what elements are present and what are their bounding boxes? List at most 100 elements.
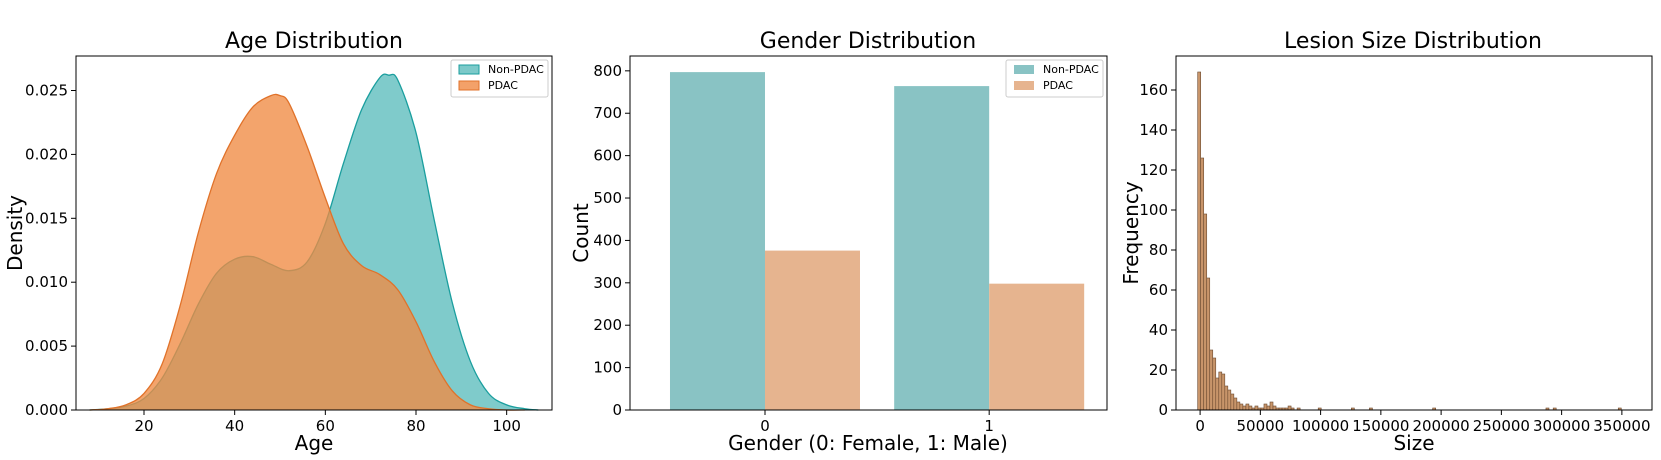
x-axis-label: Age [295,431,334,455]
x-tick-label: 1 [984,417,994,435]
chart-title: Lesion Size Distribution [1284,29,1542,54]
histogram-bar [1272,405,1277,411]
legend-label-non-pdac: Non-PDAC [1043,63,1099,76]
legend-swatch-pdac [1014,81,1034,90]
y-tick-label: 60 [1149,281,1168,299]
plot-area [89,73,539,411]
histogram-bar [1227,389,1232,411]
y-tick-label: 120 [1139,161,1168,179]
y-tick-label: 0 [612,401,622,419]
x-ticks: 20 40 60 80 100 [134,410,521,435]
y-tick-label: 0.010 [25,273,68,291]
histogram-bar [1200,157,1205,411]
x-tick-label: 0 [1195,417,1205,435]
legend-label-pdac: PDAC [488,79,518,92]
x-tick-label: 250000 [1473,417,1530,435]
x-tick-label: 60 [316,417,335,435]
x-ticks: 0 50000 100000 150000 200000 250000 300000 3500… [1195,410,1651,435]
series-area-pdac [89,94,525,411]
y-tick-label: 300 [593,274,622,292]
y-tick-label: 400 [593,231,622,249]
x-axis-label: Size [1393,431,1434,455]
histogram-bar [1221,373,1226,411]
histogram-bar [1245,403,1250,411]
histogram-bar [1230,393,1235,411]
x-tick-label: 150000 [1352,417,1409,435]
histogram-bar [1248,405,1253,411]
y-ticks: 0 20 40 60 80 100 120 140 160 [1139,81,1176,419]
y-ticks: 0 100 200 300 400 500 600 700 800 [593,62,630,419]
y-tick-label: 0.005 [25,337,68,355]
histogram-bar [1254,405,1259,411]
y-tick-label: 0.020 [25,145,68,163]
plot-area [669,72,1085,411]
axes-frame [629,55,1108,411]
legend-label-pdac: PDAC [1043,79,1073,92]
legend-swatch-non-pdac [458,64,480,75]
y-tick-label: 200 [593,316,622,334]
histogram-bar [1242,405,1247,411]
histogram-bar [1197,71,1202,411]
plot-area [1197,71,1622,411]
y-axis-label: Density [3,195,27,271]
y-tick-label: 20 [1149,361,1168,379]
x-tick-label: 100 [492,417,521,435]
y-tick-label: 800 [593,62,622,80]
x-tick-label: 100000 [1292,417,1349,435]
y-tick-label: 500 [593,189,622,207]
histogram-bar [1236,401,1241,411]
histogram-bar [1287,405,1292,411]
y-tick-label: 600 [593,147,622,165]
y-tick-label: 160 [1139,81,1168,99]
x-tick-label: 50000 [1236,417,1284,435]
chart-title: Gender Distribution [760,29,976,54]
bar-pdac [764,250,860,410]
histogram-bar [1212,357,1217,411]
histogram-bar [1269,401,1274,411]
y-axis-label: Count [569,203,593,263]
histogram-bar [1224,385,1229,411]
axes-frame [1175,55,1653,411]
legend-swatch-non-pdac [1014,65,1034,74]
y-tick-label: 100 [593,359,622,377]
histogram-bar [1239,403,1244,411]
gender-distribution-panel: Gender Distribution Gender (0: Female, 1… [569,29,1108,455]
age-distribution-panel: Age Distribution Age Density 20 40 60 80 100… [3,29,553,455]
bar-non-pdac [669,72,765,411]
y-tick-label: 700 [593,104,622,122]
histogram-bar [1215,377,1220,411]
bar-non-pdac [894,86,990,411]
x-tick-label: 300000 [1533,417,1590,435]
x-tick-label: 200000 [1412,417,1469,435]
legend: Non-PDAC PDAC [1005,59,1104,98]
y-tick-label: 40 [1149,321,1168,339]
x-tick-label: 40 [225,417,244,435]
histogram-bar [1233,397,1238,411]
x-axis-label: Gender (0: Female, 1: Male) [728,431,1008,455]
x-tick-label: 80 [406,417,425,435]
y-tick-label: 140 [1139,121,1168,139]
y-axis-label: Frequency [1119,181,1143,284]
histogram-bar [1263,403,1268,411]
histogram-bar [1266,405,1271,411]
x-tick-label: 350000 [1593,417,1650,435]
bar-pdac [989,283,1085,410]
x-tick-label: 20 [134,417,153,435]
y-tick-label: 0.015 [25,209,68,227]
y-tick-label: 80 [1149,241,1168,259]
axes-frame [75,55,553,411]
histogram-bar [1218,371,1223,411]
histogram-bar [1209,349,1214,411]
y-ticks: 0.000 0.005 0.010 0.015 0.020 0.025 [25,82,76,419]
legend-label-non-pdac: Non-PDAC [488,63,544,76]
histogram-bar [1203,213,1208,411]
legend-swatch-pdac [458,80,480,91]
legend: Non-PDAC PDAC [450,59,549,98]
histogram-bar [1206,277,1211,411]
y-tick-label: 100 [1139,201,1168,219]
chart-title: Age Distribution [225,29,403,54]
lesion-size-distribution-panel: Lesion Size Distribution Size Frequency … [1119,29,1653,455]
y-tick-label: 0.025 [25,82,68,100]
